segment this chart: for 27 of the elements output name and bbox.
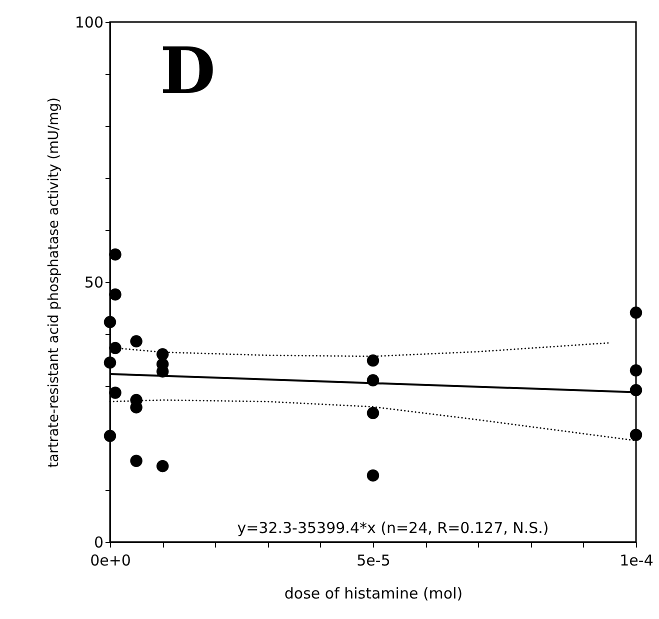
annotation: y=32.3-35399.4*x (n=24, R=0.127, N.S.) xyxy=(237,519,549,537)
point xyxy=(104,356,116,369)
point xyxy=(109,248,122,261)
point xyxy=(366,354,380,367)
x-tick-label: 5e-5 xyxy=(356,552,390,570)
point xyxy=(109,386,122,399)
point xyxy=(366,406,380,420)
x-tick-label: 1e-4 xyxy=(620,552,654,570)
x-tick-label: 0e+0 xyxy=(90,552,131,570)
annotation: D xyxy=(160,34,216,109)
point xyxy=(104,430,116,442)
point xyxy=(130,454,142,467)
point xyxy=(130,335,142,348)
point xyxy=(630,306,642,319)
point xyxy=(630,364,642,377)
y-axis-title: tartrate-resistant acid phosphatase activity (mU/mg) xyxy=(46,97,62,468)
point xyxy=(109,342,122,354)
point xyxy=(109,288,122,301)
point xyxy=(630,428,642,441)
point xyxy=(366,469,380,482)
point xyxy=(104,316,116,328)
y-tick-label: 100 xyxy=(74,14,104,32)
y-tick-label: 0 xyxy=(94,534,104,552)
x-axis-title: dose of histamine (mol) xyxy=(284,584,463,602)
y-tick-label: 50 xyxy=(84,274,104,292)
point xyxy=(630,384,642,396)
point xyxy=(156,460,169,472)
